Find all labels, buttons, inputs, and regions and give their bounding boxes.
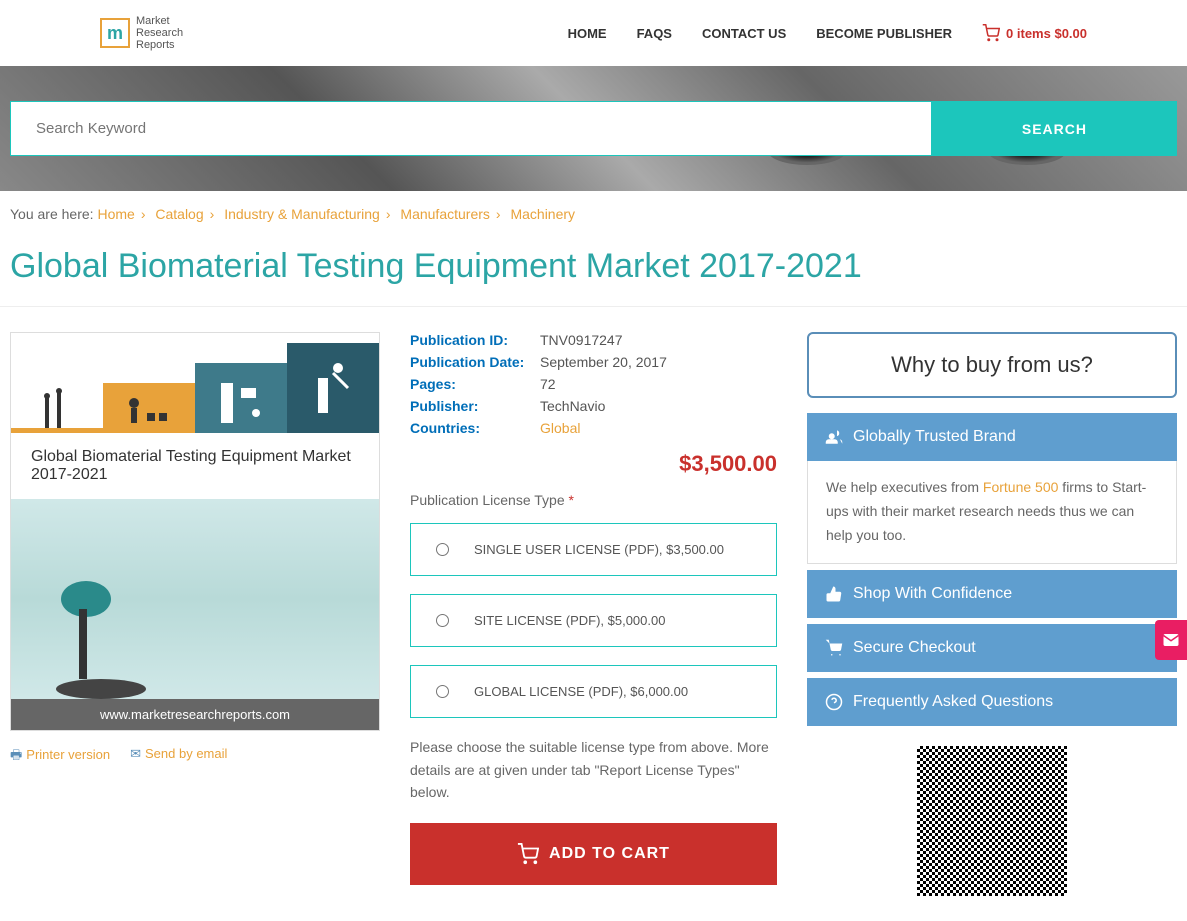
license-radio-single[interactable] (436, 543, 449, 556)
license-option-global[interactable]: GLOBAL LICENSE (PDF), $6,000.00 (410, 665, 777, 718)
sidebar-trusted-body: We help executives from Fortune 500 firm… (807, 461, 1177, 563)
cover-image: Global Biomaterial Testing Equipment Mar… (10, 332, 380, 731)
pub-date-value: September 20, 2017 (540, 354, 667, 370)
email-link[interactable]: Send by email (145, 746, 227, 761)
nav-home[interactable]: HOME (568, 26, 607, 41)
cart-icon (982, 24, 1000, 42)
search-input[interactable] (10, 101, 932, 156)
question-icon (825, 693, 843, 711)
cart-add-icon (517, 843, 539, 865)
cart-secure-icon (825, 639, 843, 657)
nav-publisher[interactable]: BECOME PUBLISHER (816, 26, 952, 41)
qr-code (917, 746, 1067, 896)
sidebar-trusted[interactable]: Globally Trusted Brand (807, 413, 1177, 461)
pub-id-label: Publication ID: (410, 332, 540, 348)
publisher-value: TechNavio (540, 398, 605, 414)
email-icon: ✉ (130, 746, 141, 761)
publisher-label: Publisher: (410, 398, 540, 414)
breadcrumb: You are here: Home› Catalog› Industry & … (0, 191, 1187, 237)
logo[interactable]: m MarketResearchReports (100, 15, 183, 51)
search-button[interactable]: SEARCH (932, 101, 1177, 156)
pub-id-value: TNV0917247 (540, 332, 623, 348)
license-label: Publication License Type * (410, 492, 777, 508)
lamp-icon (51, 569, 151, 699)
breadcrumb-manufacturers[interactable]: Manufacturers (400, 206, 489, 222)
cover-url: www.marketresearchreports.com (11, 699, 379, 730)
email-tab[interactable] (1155, 620, 1187, 660)
printer-link[interactable]: Printer version (26, 747, 110, 762)
printer-icon: 🖶 (10, 747, 22, 762)
envelope-icon (1162, 631, 1180, 649)
pub-date-label: Publication Date: (410, 354, 540, 370)
license-option-site[interactable]: SITE LICENSE (PDF), $5,000.00 (410, 594, 777, 647)
breadcrumb-home[interactable]: Home (97, 206, 134, 222)
cart-link[interactable]: 0 items $0.00 (982, 24, 1087, 42)
thumbs-up-icon (825, 585, 843, 603)
pages-value: 72 (540, 376, 556, 392)
breadcrumb-industry[interactable]: Industry & Manufacturing (224, 206, 380, 222)
countries-value: Global (540, 420, 580, 436)
users-icon (825, 428, 843, 446)
breadcrumb-machinery[interactable]: Machinery (510, 206, 575, 222)
nav-contact[interactable]: CONTACT US (702, 26, 786, 41)
nav-faqs[interactable]: FAQS (637, 26, 672, 41)
pages-label: Pages: (410, 376, 540, 392)
sidebar-faq[interactable]: Frequently Asked Questions (807, 678, 1177, 726)
breadcrumb-catalog[interactable]: Catalog (155, 206, 203, 222)
why-buy-box[interactable]: Why to buy from us? (807, 332, 1177, 398)
license-radio-site[interactable] (436, 614, 449, 627)
license-option-single[interactable]: SINGLE USER LICENSE (PDF), $3,500.00 (410, 523, 777, 576)
sidebar-shop[interactable]: Shop With Confidence (807, 570, 1177, 618)
countries-label: Countries: (410, 420, 540, 436)
license-radio-global[interactable] (436, 685, 449, 698)
license-desc: Please choose the suitable license type … (410, 736, 777, 803)
price: $3,500.00 (410, 451, 777, 477)
sidebar-secure[interactable]: Secure Checkout (807, 624, 1177, 672)
page-title: Global Biomaterial Testing Equipment Mar… (0, 237, 1187, 307)
add-to-cart-button[interactable]: ADD TO CART (410, 823, 777, 885)
logo-m-icon: m (107, 23, 123, 44)
cover-title: Global Biomaterial Testing Equipment Mar… (11, 433, 379, 499)
cart-text: 0 items $0.00 (1006, 26, 1087, 41)
logo-text: MarketResearchReports (136, 15, 183, 51)
